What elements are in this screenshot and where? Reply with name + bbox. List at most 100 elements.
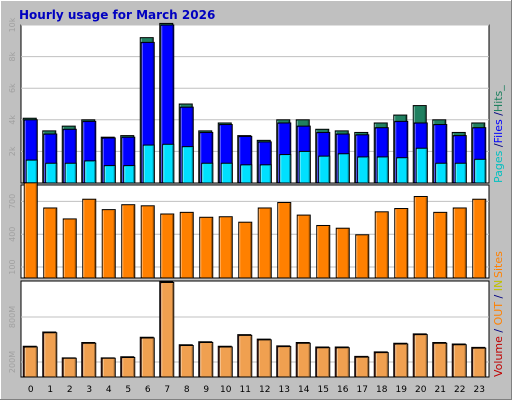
panel-2-legend: Volume / OUT / IN: [492, 280, 505, 377]
panel-1-series-0-bar: [413, 195, 428, 279]
panel-1-series-0-bar: [140, 205, 155, 279]
panel-2-series-1-bar: [218, 346, 233, 378]
panel-2-series-1-bar: [296, 342, 311, 378]
panel-1-series-0-bar: [355, 234, 370, 279]
panel-2-series-1-bar: [43, 332, 58, 378]
panel-0-y-tick-label: 4k: [8, 115, 17, 125]
panel-2-series-1-bar: [433, 342, 448, 378]
panel-0-legend: Pages /Files /Hits_: [492, 85, 505, 183]
panel-1-series-0-bar: [452, 207, 467, 279]
panel-1-y-tick-label: 700: [8, 194, 17, 209]
panel-1-series-0-bar: [257, 207, 272, 279]
panel-2-legend-part-3: /: [492, 291, 505, 302]
panel-0-series-2-bar: [25, 159, 38, 184]
panel-0-series-2-bar: [435, 162, 448, 184]
panel-1-legend: Sites: [492, 251, 505, 278]
panel-0-series-2-bar: [298, 150, 311, 184]
x-tick-label-20: 20: [415, 385, 427, 395]
x-tick-label-17: 17: [357, 385, 368, 395]
panel-2-series-1-bar: [394, 343, 409, 378]
panel-0-series-2-bar: [337, 153, 350, 184]
panel-1-series-0-bar: [101, 209, 116, 279]
panel-1-series-0-bar: [160, 213, 175, 279]
panel-1-series-0-bar: [316, 224, 331, 279]
panel-1-series-0-bar: [43, 207, 58, 279]
panel-2-series-1-bar: [277, 346, 292, 378]
x-tick-label-5: 5: [125, 385, 131, 395]
panel-0-series-2-bar: [64, 162, 77, 184]
panel-2-series-1-bar: [335, 347, 350, 378]
panel-0-series-2-bar: [396, 157, 409, 184]
panel-0-series-2-bar: [181, 146, 194, 184]
x-tick-label-6: 6: [145, 385, 151, 395]
panel-2-y-tick-label: 800M: [8, 306, 17, 328]
panel-2-legend-part-1: /: [492, 325, 505, 336]
panel-0-series-2-bar: [454, 162, 467, 184]
panel-0-series-2-bar: [162, 143, 175, 184]
x-tick-label-3: 3: [86, 385, 92, 395]
panel-0-series-2-bar: [415, 147, 428, 184]
panel-1-series-0-bar: [433, 211, 448, 279]
panel-0-y-tick-label: 8k: [8, 51, 17, 61]
panel-2-series-1-bar: [238, 334, 253, 378]
panel-1-series-0-bar: [335, 227, 350, 279]
panel-1-series-0-bar: [23, 182, 38, 279]
panel-1-series-0-bar: [296, 214, 311, 279]
panel-1-plot-area: [20, 184, 490, 279]
x-axis-tick-labels: 0 1 2 3 4 5 6 7 8 9 10 11 12 13 14 15 16 17 18 19 20 21 22 23: [28, 385, 485, 395]
chart-title: Hourly usage for March 2026: [19, 8, 215, 22]
x-tick-label-1: 1: [47, 385, 53, 395]
x-tick-label-0: 0: [28, 385, 34, 395]
x-tick-label-18: 18: [376, 385, 388, 395]
x-tick-label-21: 21: [435, 385, 446, 395]
panel-0-series-2-bar: [201, 162, 214, 184]
panel-1-series-0-bar: [218, 216, 233, 279]
panel-1-series-0-bar: [394, 208, 409, 279]
panel-0-legend-part-2: Files: [492, 119, 505, 143]
panel-0-series-2-bar: [220, 162, 233, 184]
panel-1-series-0-bar: [62, 218, 77, 279]
panel-2-series-1-bar: [82, 342, 97, 378]
x-tick-label-19: 19: [396, 385, 408, 395]
panel-0-y-tick-label: 10k: [8, 17, 17, 32]
panel-0-series-2-bar: [84, 160, 97, 184]
panel-0-series-2-bar: [142, 144, 155, 184]
x-tick-label-8: 8: [184, 385, 190, 395]
panel-1-series-0-bar: [199, 216, 214, 279]
panel-0-series-2-bar: [474, 158, 487, 184]
panel-2-series-1-bar: [452, 344, 467, 378]
x-tick-label-9: 9: [203, 385, 209, 395]
panel-0-series-2-bar: [240, 164, 253, 184]
panel-0-legend-part-4: Hits_: [492, 85, 505, 112]
x-tick-label-15: 15: [318, 385, 329, 395]
x-tick-label-4: 4: [106, 385, 112, 395]
x-tick-label-23: 23: [474, 385, 485, 395]
panel-2-series-1-bar: [257, 339, 272, 378]
panel-2-series-1-bar: [160, 282, 175, 378]
panel-1-series-0-bar: [277, 202, 292, 279]
panel-1-y-tick-label: 100: [8, 259, 17, 274]
panel-0-legend-part-0: Pages: [492, 150, 505, 183]
panel-0-plot-area: [20, 24, 490, 184]
panel-2-series-1-bar: [472, 347, 487, 378]
panel-0-legend-part-1: /: [492, 143, 505, 150]
panel-1-series-0-bar: [179, 211, 194, 279]
panel-2-series-1-bar: [140, 337, 155, 378]
panel-2-series-1-bar: [355, 356, 370, 378]
x-tick-label-10: 10: [220, 385, 232, 395]
panel-2-series-1-bar: [23, 346, 38, 378]
panel-1-series-0-bar: [121, 204, 136, 279]
panel-2-series-1-bar: [199, 342, 214, 378]
x-tick-label-14: 14: [298, 385, 310, 395]
panel-1-legend-part-0: Sites: [492, 251, 505, 278]
x-tick-label-2: 2: [67, 385, 73, 395]
panel-0-series-2-bar: [45, 162, 58, 184]
panel-0-series-2-bar: [318, 155, 331, 184]
panel-2-legend-part-2: OUT: [492, 302, 505, 326]
panel-0-y-tick-label: 2k: [8, 146, 17, 156]
panel-2: 200M 800M Volume / OUT / IN: [8, 280, 505, 378]
